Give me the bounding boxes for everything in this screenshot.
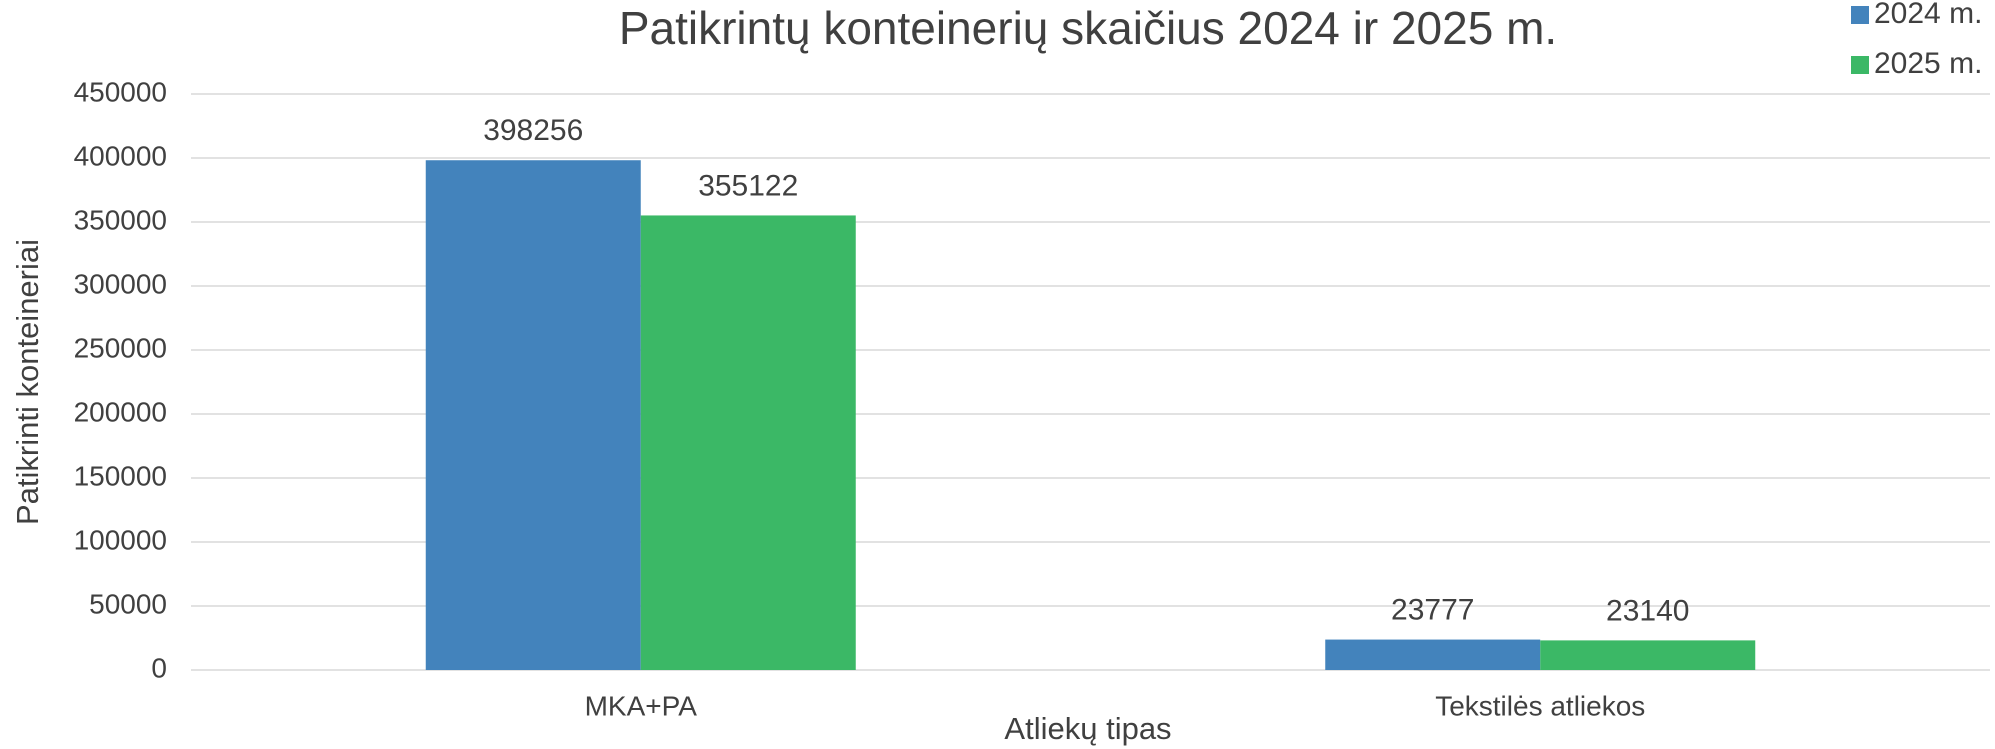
y-axis-label: Patikrinti konteineriai [10,239,45,525]
y-tick-label: 100000 [74,524,167,555]
bar [1540,640,1756,670]
data-label: 398256 [483,114,583,147]
legend-swatch [1851,6,1869,24]
y-tick-label: 50000 [89,588,167,619]
y-tick-label: 350000 [74,204,167,235]
chart-title: Patikrintų konteinerių skaičius 2024 ir … [619,2,1557,54]
legend-label: 2024 m. [1874,0,1982,30]
data-label: 23777 [1391,593,1474,626]
data-label: 23140 [1606,594,1689,627]
x-tick-label: MKA+PA [585,690,698,721]
y-tick-label: 200000 [74,396,167,427]
x-tick-label: Tekstilės atliekos [1435,690,1645,721]
y-tick-label: 400000 [74,140,167,171]
bar [640,215,856,670]
data-label: 355122 [698,169,798,202]
bar [1325,639,1541,670]
x-axis-label: Atliekų tipas [1004,711,1171,746]
y-tick-label: 450000 [74,76,167,107]
y-tick-label: 300000 [74,268,167,299]
legend-label: 2025 m. [1874,47,1982,80]
legend-swatch [1851,56,1869,74]
y-tick-label: 150000 [74,460,167,491]
y-tick-label: 0 [151,652,167,683]
y-tick-label: 250000 [74,332,167,363]
bar [425,160,641,671]
